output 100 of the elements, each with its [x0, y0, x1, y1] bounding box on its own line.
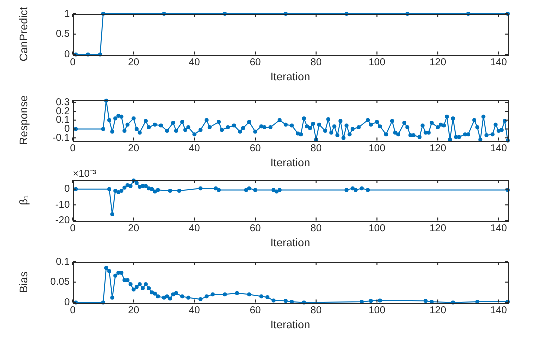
point — [223, 292, 228, 297]
point — [110, 296, 115, 300]
point — [278, 188, 282, 192]
point — [108, 187, 112, 192]
point — [369, 299, 374, 304]
point — [266, 295, 270, 300]
x-tick-label: 20 — [128, 224, 140, 235]
text: ×10⁻³ — [73, 168, 97, 180]
point — [128, 184, 133, 188]
x-tick-label: 80 — [310, 306, 322, 317]
point — [140, 286, 145, 291]
y-tick-label: 0.3 — [56, 97, 70, 108]
y-tick-label: 0 — [64, 124, 70, 136]
x-tick-label: 100 — [368, 58, 386, 69]
y-tick-label: -0.1 — [52, 132, 70, 144]
y-tick-label: 0 — [64, 184, 70, 196]
y-tick-label: 0.05 — [50, 277, 70, 288]
x-tick-label: 40 — [189, 144, 201, 155]
point — [366, 188, 370, 192]
x-tick-label: 20 — [128, 306, 140, 317]
point — [354, 188, 358, 192]
point — [156, 294, 160, 299]
point — [144, 282, 148, 286]
point — [344, 188, 349, 192]
point — [272, 298, 276, 303]
x-tick-label: 60 — [250, 224, 262, 235]
point — [204, 294, 209, 299]
point — [424, 299, 428, 304]
point — [165, 294, 170, 299]
point — [150, 187, 154, 192]
x-tick-label: 120 — [430, 58, 447, 69]
point — [147, 286, 152, 291]
point — [174, 291, 178, 296]
point — [168, 188, 172, 193]
point — [272, 188, 276, 192]
x-axis-title: Iteration — [270, 319, 310, 332]
y-tick-label: 0.1 — [56, 256, 70, 268]
point — [247, 186, 252, 191]
x-tick-label: 140 — [490, 306, 508, 317]
point — [134, 285, 139, 290]
point — [114, 188, 118, 193]
x-tick-label: 120 — [430, 144, 447, 155]
point — [186, 296, 191, 300]
point — [74, 187, 78, 192]
point — [116, 190, 121, 195]
point — [198, 298, 203, 302]
point — [150, 290, 154, 295]
point — [350, 186, 355, 191]
point — [156, 188, 160, 192]
x-tick-label: 60 — [250, 58, 262, 69]
point — [138, 282, 142, 286]
point — [217, 188, 222, 192]
point — [198, 186, 203, 191]
point — [260, 294, 264, 299]
point — [254, 188, 258, 192]
point — [284, 299, 288, 304]
point — [122, 278, 127, 282]
x-tick-label: 60 — [250, 144, 262, 155]
point — [153, 292, 158, 296]
point — [247, 292, 252, 297]
point — [360, 186, 364, 191]
x-tick-label: 40 — [189, 224, 201, 235]
point — [134, 181, 139, 186]
x-tick-label: 140 — [490, 58, 508, 69]
y-axis-title: β₁ — [18, 195, 31, 206]
point — [144, 184, 148, 188]
y-axis-title: CanPredict — [18, 7, 31, 62]
point — [114, 274, 118, 278]
y-tick-label: 0 — [64, 50, 70, 61]
y-tick-label: 0.2 — [56, 106, 70, 118]
x-tick-label: 40 — [189, 306, 201, 317]
point — [104, 266, 108, 270]
x-tick-label: 20 — [128, 58, 140, 69]
point — [128, 282, 133, 286]
x-tick-label: 60 — [250, 306, 262, 317]
x-axis-title: Iteration — [270, 237, 310, 250]
point — [153, 190, 158, 194]
x-tick-label: 100 — [368, 144, 386, 155]
x-tick-label: 80 — [310, 224, 322, 235]
y-tick-label: 0.1 — [56, 115, 70, 126]
x-tick-label: 20 — [128, 144, 140, 155]
x-tick-label: 100 — [368, 224, 386, 235]
point — [132, 288, 136, 292]
point — [120, 188, 124, 193]
point — [235, 291, 240, 296]
point — [274, 190, 279, 194]
x-tick-label: 120 — [430, 306, 447, 317]
x-tick-label: 140 — [490, 144, 508, 155]
point — [214, 186, 218, 191]
point — [122, 186, 127, 190]
x-tick-label: 100 — [368, 306, 386, 317]
x-tick-label: 80 — [310, 144, 322, 155]
y-tick-label: 0.5 — [56, 29, 70, 40]
x-axis-title: Iteration — [270, 157, 310, 170]
x-tick-label: 40 — [189, 58, 201, 69]
point — [108, 269, 112, 274]
y-tick-label: 1 — [64, 8, 70, 20]
x-tick-label: 80 — [310, 58, 322, 69]
y-tick-label: -20 — [56, 216, 70, 227]
point — [210, 292, 215, 297]
